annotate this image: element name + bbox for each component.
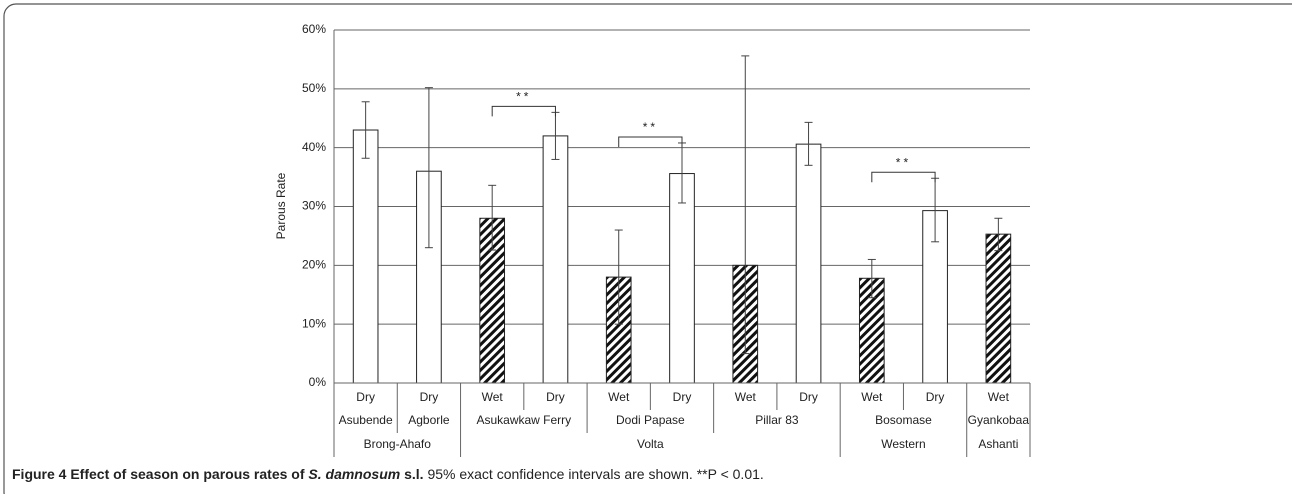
y-tick-label: 0% [309, 375, 327, 389]
x-tick-label: Brong-Ahafo [364, 437, 432, 451]
y-tick-label: 20% [302, 258, 326, 272]
y-tick-label: 10% [302, 316, 326, 330]
x-tick-label: Wet [861, 390, 883, 404]
y-tick-label: 50% [302, 81, 326, 95]
x-tick-label: Dodi Papase [616, 413, 685, 427]
x-tick-label: Wet [988, 390, 1010, 404]
x-tick-label: Asubende [339, 413, 393, 427]
y-tick-label: 40% [302, 140, 326, 154]
significance-bracket [871, 171, 936, 183]
x-tick-label: Agborle [408, 413, 450, 427]
x-tick-label: Dry [926, 390, 945, 404]
x-tick-label: Dry [799, 390, 818, 404]
y-tick-label: 30% [302, 199, 326, 213]
x-tick-label: Dry [420, 390, 439, 404]
x-tick-label: Volta [637, 437, 664, 451]
bar [795, 143, 822, 384]
caption-text: 95% exact confidence intervals are shown… [427, 466, 764, 482]
x-tick-label: Asukawkaw Ferry [476, 413, 571, 427]
significance-bracket [491, 105, 556, 117]
bar [985, 233, 1012, 384]
frame [3, 3, 1292, 494]
x-tick-label: Western [881, 437, 925, 451]
x-tick-label: Pillar 83 [755, 413, 799, 427]
bar [669, 173, 695, 384]
x-tick-label: Wet [608, 390, 630, 404]
y-tick-label: 60% [302, 22, 326, 36]
x-tick-label: Wet [482, 390, 504, 404]
bar [352, 129, 379, 384]
significance-bracket [618, 136, 683, 147]
x-tick-label: Dry [546, 390, 565, 404]
x-tick-label: Gyankobaa [968, 413, 1030, 427]
bar [542, 135, 569, 384]
y-axis-label: Parous Rate [274, 172, 288, 239]
significance-label: ** [516, 90, 531, 104]
x-tick-label: Wet [735, 390, 757, 404]
caption-title-end: s.l. [404, 466, 424, 482]
significance-label: ** [643, 120, 658, 134]
caption: Figure 4 Effect of season on parous rate… [12, 466, 764, 482]
x-tick-label: Dry [673, 390, 692, 404]
caption-title: Figure 4 Effect of season on parous rate… [12, 466, 305, 482]
x-tick-label: Ashanti [978, 437, 1018, 451]
x-tick-label: Dry [356, 390, 375, 404]
caption-species: S. damnosum [308, 466, 401, 482]
significance-label: ** [896, 155, 911, 169]
x-tick-label: Bosomase [875, 413, 932, 427]
